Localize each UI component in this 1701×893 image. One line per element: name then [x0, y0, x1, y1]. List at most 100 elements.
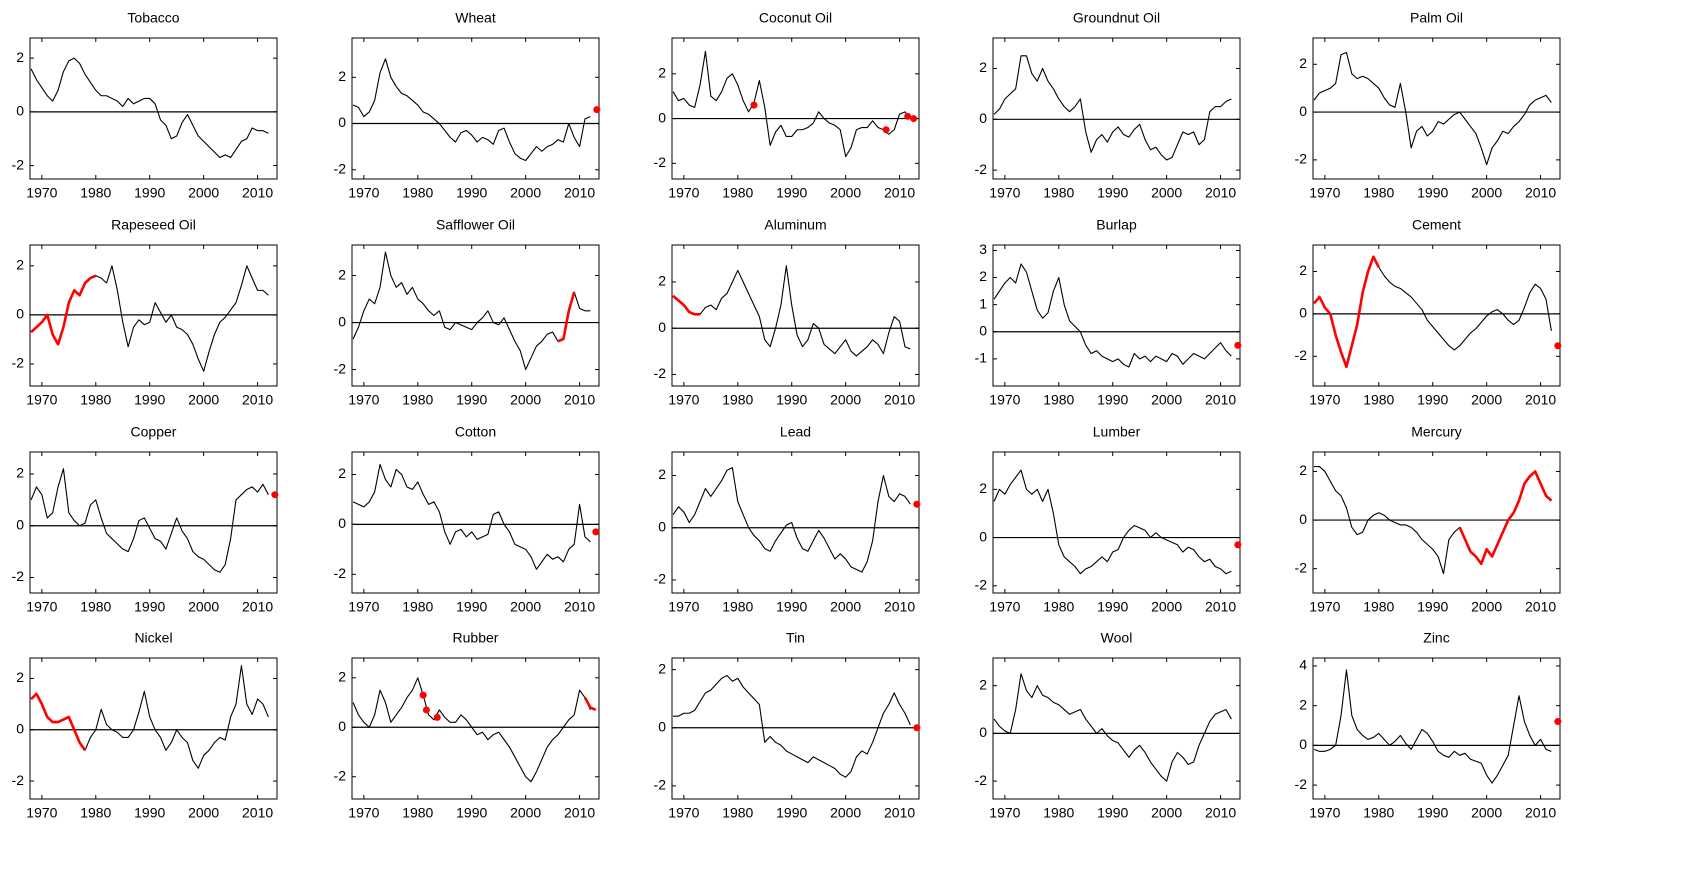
panel-title: Lumber [1093, 424, 1141, 440]
panel-title: Aluminum [764, 217, 826, 233]
x-tick-label: 2000 [830, 805, 861, 821]
panel: Lumber -2 0 2 1970 1980 1990 2000 2010 [975, 424, 1242, 615]
highlight-point [419, 691, 427, 699]
x-tick-label: 2010 [1525, 185, 1556, 201]
y-tick-label: -2 [975, 772, 988, 788]
plot-frame [671, 244, 920, 387]
panel-title: Tin [786, 630, 805, 646]
x-tick-label: 1980 [722, 185, 753, 201]
highlight-point [1234, 341, 1242, 349]
y-tick-label: 0 [658, 319, 666, 335]
panel: Wool -2 0 2 1970 1980 1990 2000 2010 [975, 630, 1241, 821]
x-tick-label: 2000 [510, 805, 541, 821]
plot-frame [351, 37, 600, 180]
y-tick-label: -2 [1295, 151, 1308, 167]
x-tick-label: 1980 [80, 392, 111, 408]
highlight-point [433, 713, 441, 721]
panel-title: Lead [780, 424, 811, 440]
x-tick-label: 2000 [510, 185, 541, 201]
highlight-point [422, 706, 430, 714]
x-tick-label: 1970 [26, 599, 57, 615]
x-tick-label: 1970 [989, 599, 1020, 615]
x-tick-label: 1980 [1043, 599, 1074, 615]
plot-frame [992, 37, 1241, 180]
series-line [993, 55, 1232, 161]
x-tick-label: 1980 [1043, 805, 1074, 821]
x-tick-label: 1990 [776, 185, 807, 201]
y-tick-label: 2 [338, 68, 346, 84]
x-tick-label: 1970 [26, 392, 57, 408]
x-tick-label: 2000 [1471, 185, 1502, 201]
y-tick-label: 0 [338, 718, 346, 734]
panel: Rubber -2 0 2 1970 1980 1990 2000 2010 [334, 630, 600, 821]
highlight-point [1554, 342, 1562, 350]
panel: Copper -2 0 2 1970 1980 1990 2000 2010 [12, 424, 279, 615]
x-tick-label: 2000 [510, 599, 541, 615]
x-tick-label: 2000 [1471, 392, 1502, 408]
x-tick-label: 2000 [830, 185, 861, 201]
y-tick-label: 0 [658, 109, 666, 125]
x-tick-label: 2000 [188, 599, 219, 615]
series-line [1313, 51, 1552, 166]
highlight-line [1313, 255, 1380, 369]
x-tick-label: 1980 [402, 185, 433, 201]
x-tick-label: 2010 [564, 599, 595, 615]
y-tick-label: -2 [12, 568, 25, 584]
x-tick-label: 1970 [26, 805, 57, 821]
x-tick-label: 1990 [456, 599, 487, 615]
x-tick-label: 2010 [564, 392, 595, 408]
x-tick-label: 1990 [134, 599, 165, 615]
x-tick-label: 2010 [242, 599, 273, 615]
x-tick-label: 2000 [1151, 185, 1182, 201]
x-tick-label: 1970 [348, 392, 379, 408]
highlight-point [904, 112, 912, 120]
x-tick-label: 1970 [348, 599, 379, 615]
x-tick-label: 1980 [1043, 392, 1074, 408]
highlight-point [882, 126, 890, 134]
x-tick-label: 1970 [668, 392, 699, 408]
y-tick-label: 0 [16, 516, 24, 532]
x-tick-label: 1990 [1417, 185, 1448, 201]
y-tick-label: 2 [979, 268, 987, 284]
series-line [993, 263, 1232, 368]
x-tick-label: 2010 [1525, 599, 1556, 615]
y-tick-label: 2 [979, 59, 987, 75]
y-tick-label: 2 [1299, 55, 1307, 71]
y-tick-label: 0 [16, 306, 24, 322]
x-tick-label: 2010 [1205, 599, 1236, 615]
x-tick-label: 1980 [1363, 185, 1394, 201]
y-tick-label: 2 [979, 480, 987, 496]
y-tick-label: 2 [658, 466, 666, 482]
plot-frame [29, 37, 278, 180]
x-tick-label: 1990 [1417, 805, 1448, 821]
x-tick-label: 1970 [1309, 185, 1340, 201]
y-tick-label: -2 [12, 156, 25, 172]
x-tick-label: 1990 [134, 805, 165, 821]
plot-frame [992, 657, 1241, 800]
x-tick-label: 2000 [188, 805, 219, 821]
y-tick-label: -2 [12, 355, 25, 371]
panel: Wheat -2 0 2 1970 1980 1990 2000 2010 [334, 10, 601, 201]
panel: Zinc -2 0 2 4 1970 1980 1990 2000 2010 [1295, 630, 1562, 821]
x-tick-label: 1980 [722, 392, 753, 408]
series-line [673, 674, 911, 778]
x-tick-label: 1990 [1417, 599, 1448, 615]
plot-frame [1312, 244, 1561, 387]
x-tick-label: 1980 [1043, 185, 1074, 201]
x-tick-label: 1980 [722, 805, 753, 821]
plot-frame [351, 244, 600, 387]
y-tick-label: -2 [654, 777, 667, 793]
y-tick-label: 0 [16, 103, 24, 119]
panel-title: Palm Oil [1410, 10, 1463, 26]
series-line [672, 50, 911, 158]
highlight-point [592, 528, 600, 536]
y-tick-label: -2 [975, 576, 988, 592]
panel: Rapeseed Oil -2 0 2 1970 1980 1990 2000 2010 [12, 217, 278, 408]
series-line [1313, 669, 1552, 784]
x-tick-label: 1970 [989, 805, 1020, 821]
x-tick-label: 2000 [1151, 599, 1182, 615]
panel-title: Rapeseed Oil [111, 217, 196, 233]
x-tick-label: 2010 [564, 805, 595, 821]
x-tick-label: 2000 [1471, 599, 1502, 615]
highlight-line [672, 294, 701, 316]
